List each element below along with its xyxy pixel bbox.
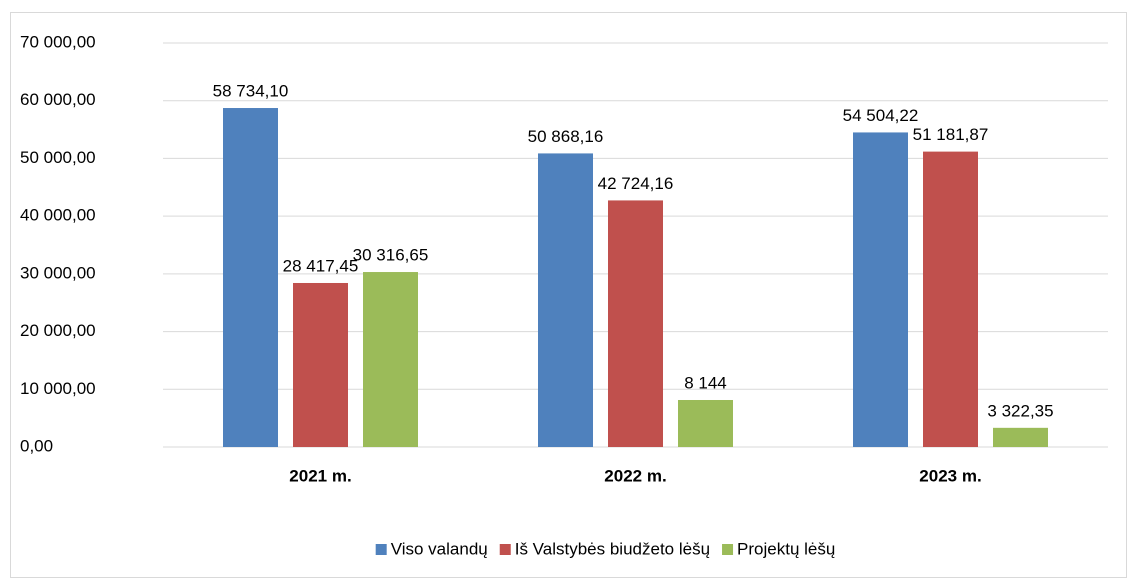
data-label: 50 868,16 bbox=[528, 127, 604, 146]
x-tick-label: 2023 m. bbox=[919, 466, 981, 485]
legend-label: Iš Valstybės biudžeto lėšų bbox=[515, 539, 710, 558]
y-tick-label: 10 000,00 bbox=[20, 379, 96, 398]
bar bbox=[223, 108, 278, 448]
y-tick-label: 0,00 bbox=[20, 436, 53, 455]
data-label: 3 322,35 bbox=[987, 401, 1053, 420]
y-tick-label: 60 000,00 bbox=[20, 90, 96, 109]
legend-label: Viso valandų bbox=[391, 539, 488, 558]
data-label: 51 181,87 bbox=[913, 125, 989, 144]
data-label: 42 724,16 bbox=[598, 174, 674, 193]
legend-label: Projektų lėšų bbox=[737, 539, 835, 558]
y-tick-label: 40 000,00 bbox=[20, 206, 96, 225]
legend-swatch bbox=[375, 544, 387, 555]
y-tick-label: 30 000,00 bbox=[20, 263, 96, 282]
bar bbox=[993, 427, 1048, 447]
bar bbox=[293, 282, 348, 447]
y-tick-label: 20 000,00 bbox=[20, 321, 96, 340]
bar bbox=[923, 151, 978, 448]
data-label: 28 417,45 bbox=[283, 256, 359, 275]
bar bbox=[853, 132, 908, 447]
bar bbox=[538, 153, 593, 448]
legend-swatch bbox=[722, 544, 734, 555]
y-tick-label: 70 000,00 bbox=[20, 32, 96, 51]
data-label: 54 504,22 bbox=[843, 106, 919, 125]
legend-swatch bbox=[499, 544, 511, 555]
bar bbox=[678, 399, 733, 447]
data-label: 8 144 bbox=[684, 373, 727, 392]
y-tick-label: 50 000,00 bbox=[20, 148, 96, 167]
x-tick-label: 2022 m. bbox=[604, 466, 666, 485]
x-tick-label: 2021 m. bbox=[289, 466, 351, 485]
data-label: 30 316,65 bbox=[353, 246, 429, 265]
data-label: 58 734,10 bbox=[213, 82, 289, 101]
bar bbox=[363, 272, 418, 447]
bar bbox=[608, 200, 663, 447]
